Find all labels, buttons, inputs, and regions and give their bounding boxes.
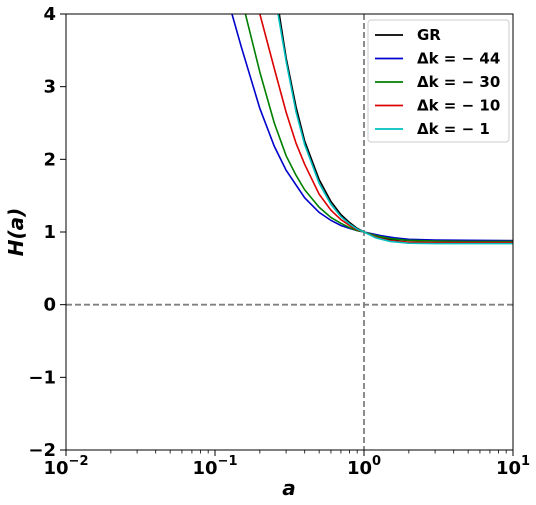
x-tick-label: 101	[496, 454, 530, 479]
legend-entry-3: Δk = − 10	[417, 97, 500, 115]
y-tick-label: 4	[43, 4, 56, 25]
y-tick-label: −1	[28, 367, 56, 388]
y-tick-label: −2	[28, 440, 56, 461]
legend-box	[367, 19, 510, 143]
y-tick-label: 1	[43, 222, 56, 243]
y-axis-label: H(a)	[4, 208, 28, 257]
x-tick-label: 100	[347, 454, 381, 479]
legend: GR Δk = − 44 Δk = − 30 Δk = − 10 Δk = − 1	[367, 19, 510, 143]
series-line-4	[277, 14, 513, 245]
series-line-2	[244, 14, 513, 243]
legend-entry-2: Δk = − 30	[417, 73, 500, 91]
x-tick-label: 10−1	[192, 454, 237, 479]
series-line-1	[231, 14, 513, 242]
y-tick-label: 3	[43, 77, 56, 98]
legend-entry-4: Δk = − 1	[417, 120, 490, 138]
y-tick-label: 0	[43, 295, 56, 316]
x-axis-label: a	[282, 476, 296, 500]
series-lines	[231, 14, 513, 245]
y-tick-label: 2	[43, 149, 56, 170]
series-line-3	[259, 14, 513, 244]
legend-entry-0: GR	[417, 26, 441, 44]
axis-ticks	[60, 13, 514, 456]
tick-labels: −2 −1 0 1 2 3 4 10−2 10−1 100 101	[28, 4, 530, 479]
x-tick-label: 10−2	[43, 454, 88, 479]
legend-entry-1: Δk = − 44	[417, 50, 500, 68]
